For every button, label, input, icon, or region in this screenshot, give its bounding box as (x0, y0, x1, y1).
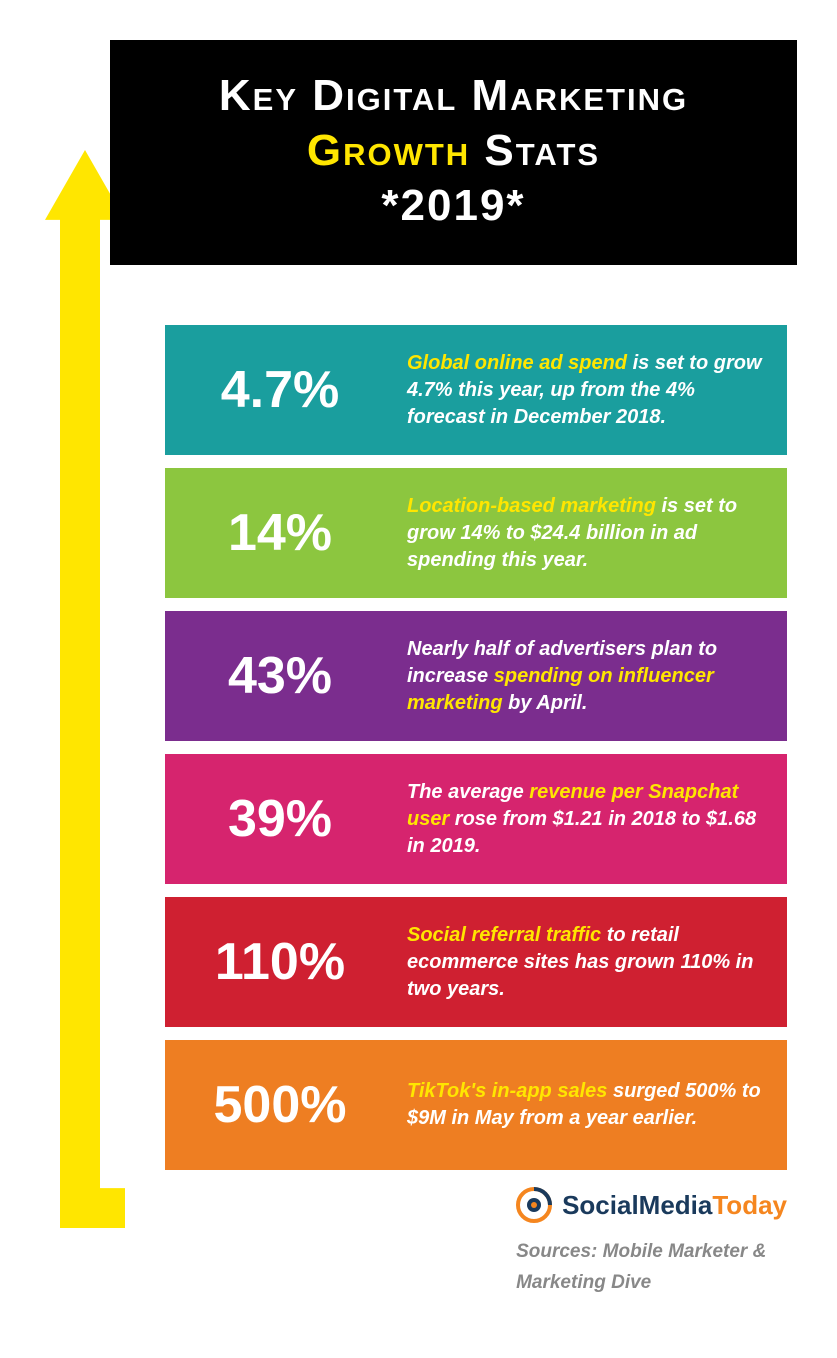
title-header: Key Digital Marketing Growth Stats *2019… (110, 40, 797, 265)
stat-desc-highlight: Social referral traffic (407, 924, 601, 946)
stat-row: 110%Social referral traffic to retail ec… (165, 897, 787, 1027)
title-line1: Key Digital Marketing (140, 68, 767, 123)
stat-desc-post: by April. (503, 692, 588, 714)
title-line2: Growth Stats (140, 123, 767, 178)
stat-percent: 14% (165, 468, 395, 598)
stat-desc-pre: The average (407, 781, 529, 803)
stat-row: 500%TikTok's in-app sales surged 500% to… (165, 1040, 787, 1170)
title-line2-post: Stats (470, 126, 600, 175)
stats-list: 4.7%Global online ad spend is set to gro… (165, 325, 787, 1170)
stat-percent: 4.7% (165, 325, 395, 455)
footer: SocialMediaToday Sources: Mobile Markete… (516, 1187, 787, 1298)
sources-line1: Sources: Mobile Marketer & (516, 1237, 787, 1267)
brand-orange: Today (712, 1190, 787, 1220)
stat-desc-post: rose from $1.21 in 2018 to $1.68 in 2019… (407, 808, 756, 857)
stat-desc-highlight: Location-based marketing (407, 495, 656, 517)
stat-description: TikTok's in-app sales surged 500% to $9M… (395, 1040, 787, 1170)
stat-description: Location-based marketing is set to grow … (395, 468, 787, 598)
growth-arrow-icon (45, 150, 125, 1228)
brand-icon (516, 1187, 552, 1223)
stat-percent: 500% (165, 1040, 395, 1170)
brand-text: SocialMediaToday (562, 1190, 787, 1221)
stat-row: 14%Location-based marketing is set to gr… (165, 468, 787, 598)
stat-description: The average revenue per Snapchat user ro… (395, 754, 787, 884)
title-line3: *2019* (140, 178, 767, 233)
brand-logo: SocialMediaToday (516, 1187, 787, 1223)
stat-description: Nearly half of advertisers plan to incre… (395, 611, 787, 741)
stat-percent: 43% (165, 611, 395, 741)
sources-text: Sources: Mobile Marketer & Marketing Div… (516, 1237, 787, 1298)
stat-desc-highlight: Global online ad spend (407, 352, 627, 374)
stat-row: 43%Nearly half of advertisers plan to in… (165, 611, 787, 741)
sources-line2: Marketing Dive (516, 1268, 787, 1298)
stat-row: 39%The average revenue per Snapchat user… (165, 754, 787, 884)
stat-desc-highlight: TikTok's in-app sales (407, 1080, 607, 1102)
brand-navy: SocialMedia (562, 1190, 712, 1220)
stat-percent: 39% (165, 754, 395, 884)
stat-row: 4.7%Global online ad spend is set to gro… (165, 325, 787, 455)
stat-description: Global online ad spend is set to grow 4.… (395, 325, 787, 455)
stat-percent: 110% (165, 897, 395, 1027)
title-highlight: Growth (307, 126, 470, 175)
stat-description: Social referral traffic to retail ecomme… (395, 897, 787, 1027)
